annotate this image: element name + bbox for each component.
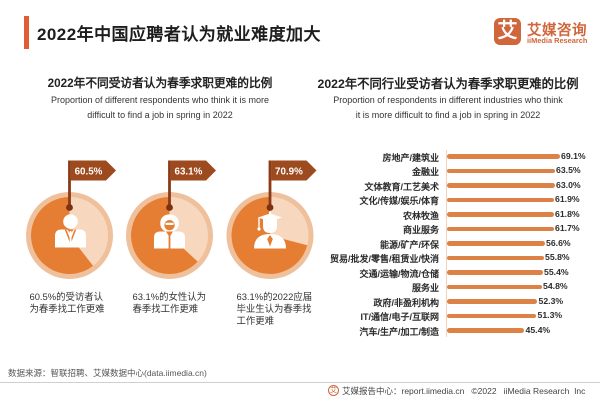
svg-text:60.5%: 60.5% (75, 167, 103, 178)
svg-text:63.1%: 63.1% (175, 167, 203, 178)
svg-text:70.9%: 70.9% (275, 167, 303, 178)
